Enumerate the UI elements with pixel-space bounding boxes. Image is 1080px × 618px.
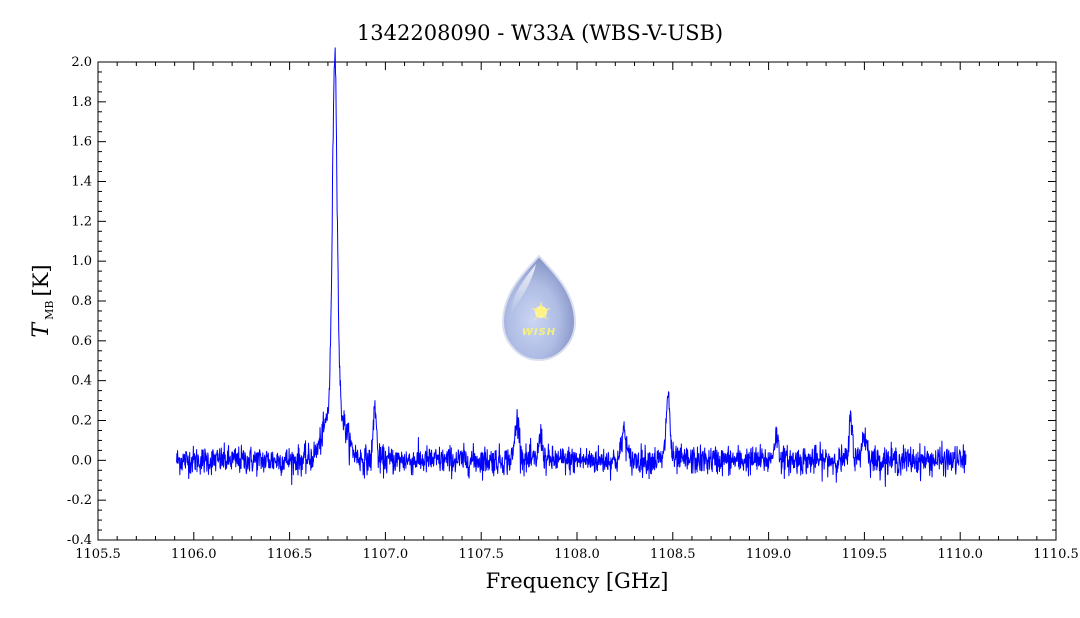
y-tick-label: 0.2 bbox=[71, 414, 92, 429]
x-tick-label: 1106.0 bbox=[171, 547, 217, 562]
x-tick-label: 1105.5 bbox=[75, 547, 121, 562]
series-group bbox=[176, 47, 967, 488]
y-tick-label: -0.4 bbox=[67, 533, 92, 548]
y-tick-labels: -0.4 -0.2 0.0 0.2 0.4 0.6 0.8 1.0 1.2 1.4 1.6 1.8 2.… bbox=[67, 55, 92, 548]
y-tick-label: 0.8 bbox=[71, 294, 92, 309]
star-icon bbox=[531, 301, 551, 320]
x-tick-label: 1107.5 bbox=[458, 547, 504, 562]
y-tick-label: 1.0 bbox=[71, 254, 92, 269]
y-axis-label-unit: [K] bbox=[29, 264, 53, 296]
y-tick-label: 1.4 bbox=[71, 175, 92, 190]
y-axis-label-main: T bbox=[29, 321, 54, 338]
x-tick-label: 1107.0 bbox=[363, 547, 409, 562]
wish-logo: WISH bbox=[501, 254, 577, 362]
y-axis-label-sub: MB bbox=[43, 301, 56, 320]
x-tick-label: 1110.0 bbox=[937, 547, 983, 562]
x-tick-label: 1106.5 bbox=[267, 547, 313, 562]
x-axis-label: Frequency [GHz] bbox=[486, 569, 669, 593]
y-tick-label: 0.6 bbox=[71, 334, 92, 349]
logo-text: WISH bbox=[522, 327, 556, 338]
y-tick-label: -0.2 bbox=[67, 493, 92, 508]
y-tick-label: 2.0 bbox=[71, 55, 92, 70]
x-tick-label: 1108.5 bbox=[650, 547, 696, 562]
x-tick-label: 1109.5 bbox=[842, 547, 888, 562]
series-line bbox=[176, 47, 967, 488]
axis-ticks bbox=[97, 61, 1057, 541]
y-tick-label: 1.6 bbox=[71, 135, 92, 150]
x-tick-labels: 1105.5 1106.0 1106.5 1107.0 1107.5 1108.0 1108… bbox=[75, 547, 1079, 562]
x-tick-label: 1109.0 bbox=[746, 547, 792, 562]
y-tick-label: 0.0 bbox=[71, 453, 92, 468]
y-tick-label: 1.8 bbox=[71, 95, 92, 110]
x-tick-label: 1110.5 bbox=[1033, 547, 1079, 562]
y-tick-label: 1.2 bbox=[71, 214, 92, 229]
y-tick-label: 0.4 bbox=[71, 374, 92, 389]
y-axis-label: TMB [K] bbox=[29, 264, 56, 337]
x-tick-label: 1108.0 bbox=[554, 547, 600, 562]
plot-frame bbox=[97, 61, 1057, 541]
chart-title: 1342208090 - W33A (WBS-V-USB) bbox=[357, 21, 723, 45]
